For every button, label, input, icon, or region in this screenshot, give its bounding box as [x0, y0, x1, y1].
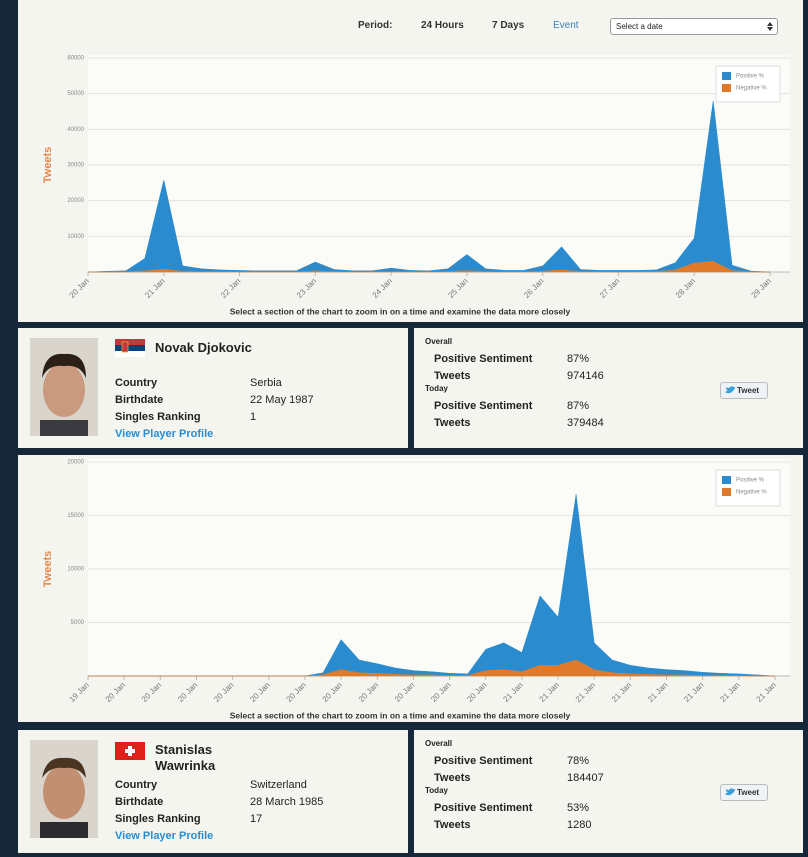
player-photo [30, 338, 98, 436]
tweet-button-text: Tweet [737, 786, 759, 799]
date-select-text: Select a date [616, 20, 663, 33]
stat-value: 87% [567, 399, 589, 413]
flag-switzerland [115, 742, 145, 760]
field-label: Country [115, 376, 157, 390]
stat-label: Tweets [434, 416, 470, 430]
field-value: Switzerland [250, 778, 307, 792]
field-value: Serbia [250, 376, 282, 390]
chart-panel [18, 0, 803, 322]
stat-label: Tweets [434, 771, 470, 785]
chart-panel [18, 455, 803, 722]
field-value: 1 [250, 410, 256, 424]
date-select[interactable]: Select a date [610, 18, 778, 35]
stat-value: 87% [567, 352, 589, 366]
field-value: 28 March 1985 [250, 795, 323, 809]
stat-value: 53% [567, 801, 589, 815]
field-label: Singles Ranking [115, 410, 201, 424]
period-label: Period: [358, 19, 392, 33]
player-name: Novak Djokovic [155, 340, 375, 356]
player-name: Stanislas Wawrinka [155, 742, 250, 774]
tweet-icon [725, 788, 735, 797]
profile-link[interactable]: View Player Profile [115, 427, 213, 441]
stat-label: Positive Sentiment [434, 352, 532, 366]
stats-heading: Overall [425, 739, 452, 749]
profile-link[interactable]: View Player Profile [115, 829, 213, 843]
field-label: Birthdate [115, 795, 163, 809]
stats-heading: Overall [425, 337, 452, 347]
tweet-button-text: Tweet [737, 384, 759, 397]
period-option[interactable]: Event [553, 19, 579, 33]
stat-label: Positive Sentiment [434, 399, 532, 413]
tweet-button[interactable]: Tweet [720, 382, 768, 399]
field-value: 17 [250, 812, 262, 826]
stat-value: 379484 [567, 416, 604, 430]
page: Period: 24 Hours 7 Days Event Select a d… [0, 0, 808, 857]
select-arrows [767, 22, 773, 31]
field-label: Country [115, 778, 157, 792]
stat-label: Positive Sentiment [434, 801, 532, 815]
stat-label: Tweets [434, 818, 470, 832]
field-value: 22 May 1987 [250, 393, 314, 407]
field-label: Singles Ranking [115, 812, 201, 826]
field-label: Birthdate [115, 393, 163, 407]
stat-label: Positive Sentiment [434, 754, 532, 768]
stat-value: 974146 [567, 369, 604, 383]
stats-heading: Today [425, 786, 448, 796]
flag-serbia [115, 339, 145, 357]
period-option[interactable]: 24 Hours [421, 19, 464, 33]
stat-value: 1280 [567, 818, 591, 832]
stats-heading: Today [425, 384, 448, 394]
player-photo [30, 740, 98, 838]
tweet-button[interactable]: Tweet [720, 784, 768, 801]
tweet-icon [725, 386, 735, 395]
stat-label: Tweets [434, 369, 470, 383]
period-option[interactable]: 7 Days [492, 19, 524, 33]
stat-value: 78% [567, 754, 589, 768]
stat-value: 184407 [567, 771, 604, 785]
